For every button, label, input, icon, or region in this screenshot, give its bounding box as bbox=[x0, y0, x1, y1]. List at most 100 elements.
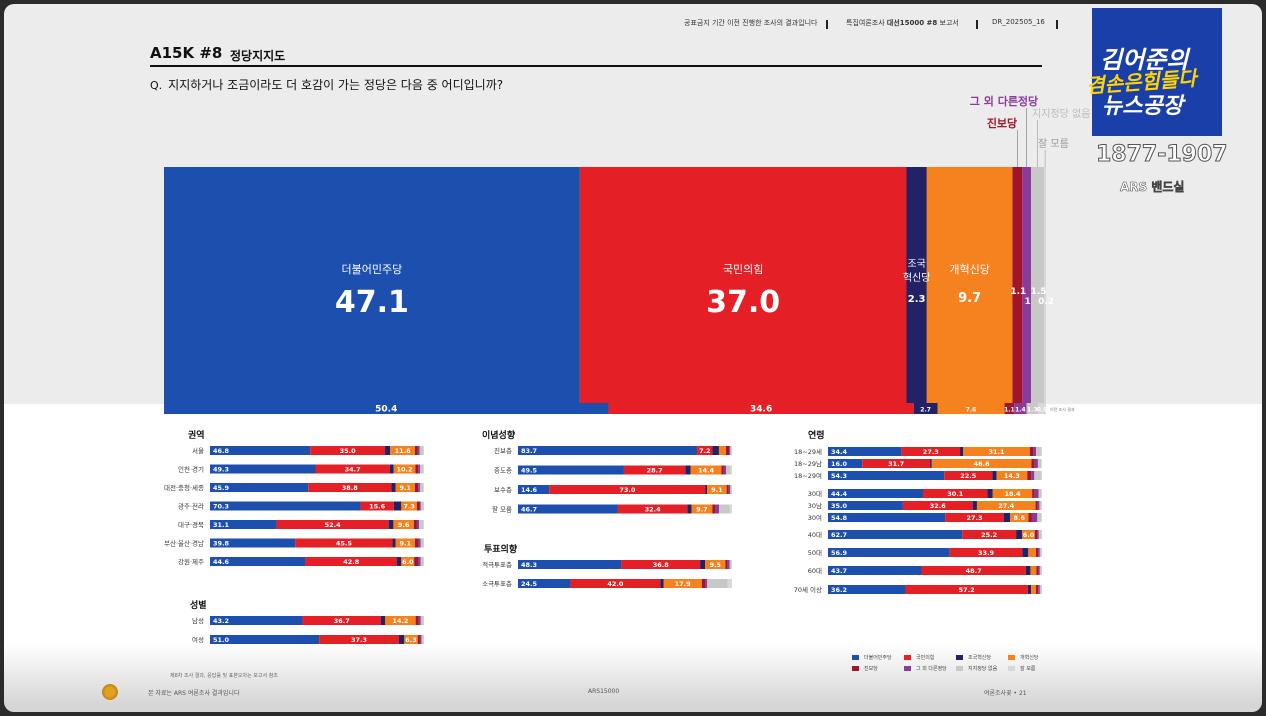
comparison-bar-segment bbox=[1014, 403, 1027, 414]
row-value: 28.7 bbox=[647, 467, 663, 475]
row-label: 광주·전라 bbox=[178, 502, 204, 511]
row-value: 51.0 bbox=[213, 636, 230, 644]
report-name: 대선15000 #8 bbox=[886, 19, 938, 27]
row-value: 9.1 bbox=[711, 486, 723, 494]
row-segment bbox=[707, 579, 728, 588]
row-segment bbox=[705, 560, 726, 569]
row-value: 18.4 bbox=[1004, 490, 1021, 498]
row-segment bbox=[828, 566, 922, 575]
row-label: 18~29여 bbox=[794, 471, 822, 480]
row-value: 22.5 bbox=[960, 472, 977, 480]
row-segment bbox=[392, 538, 396, 548]
row-segment bbox=[276, 520, 389, 529]
row-segment bbox=[721, 465, 724, 475]
row-segment bbox=[360, 501, 394, 511]
row-value: 27.3 bbox=[966, 514, 982, 522]
legend-swatch bbox=[852, 655, 859, 660]
row-segment bbox=[987, 489, 993, 498]
legend-swatch bbox=[956, 666, 963, 671]
row-value: 31.1 bbox=[213, 521, 230, 529]
comparison-note: 이전 조사 결과 bbox=[1050, 406, 1075, 412]
comparison-value: 1.4 bbox=[1015, 407, 1026, 414]
segment-value: 1 bbox=[1024, 297, 1030, 307]
comparison-value: 2.7 bbox=[920, 407, 931, 414]
row-value: 70.3 bbox=[213, 503, 229, 511]
section-title: 이념성향 bbox=[482, 429, 516, 441]
comparison-value: 1.3 bbox=[1027, 407, 1038, 414]
row-segment bbox=[1031, 471, 1035, 480]
row-segment bbox=[1036, 585, 1039, 594]
row-value: 17.9 bbox=[675, 580, 692, 588]
title-divider bbox=[150, 65, 1042, 67]
logo-name: 김어준의 bbox=[1100, 46, 1189, 74]
row-value: 35.0 bbox=[340, 447, 357, 455]
row-segment bbox=[518, 465, 624, 475]
row-segment bbox=[944, 471, 993, 480]
row-label: 남성 bbox=[192, 616, 204, 625]
row-label: 여성 bbox=[192, 635, 204, 644]
row-segment bbox=[385, 446, 391, 455]
row-segment bbox=[945, 513, 1004, 522]
row-segment bbox=[828, 513, 946, 522]
comparison-bar-segment bbox=[1038, 403, 1046, 414]
comparison-value: 1.1 bbox=[1004, 407, 1015, 414]
comparison-bar-segment bbox=[937, 403, 1005, 414]
row-segment bbox=[1041, 459, 1042, 468]
segment-value: 47.1 bbox=[335, 285, 409, 320]
main-bar-segment bbox=[579, 167, 907, 403]
row-segment bbox=[1036, 447, 1041, 456]
row-label: 대전·충청·세종 bbox=[164, 483, 204, 492]
row-segment bbox=[828, 489, 924, 498]
row-value: 24.5 bbox=[521, 580, 538, 588]
segment-name: 개혁신당 bbox=[949, 263, 989, 276]
row-segment bbox=[393, 501, 402, 511]
comparison-bar-segment bbox=[608, 403, 914, 414]
row-segment bbox=[729, 504, 732, 514]
legend-label: 그 외 다른정당 bbox=[916, 666, 947, 672]
row-value: 9.1 bbox=[400, 540, 412, 548]
row-segment bbox=[905, 585, 1028, 594]
row-segment bbox=[700, 560, 706, 569]
row-segment bbox=[518, 579, 571, 588]
row-segment bbox=[972, 501, 977, 510]
row-segment bbox=[828, 447, 902, 456]
row-segment bbox=[1031, 459, 1035, 468]
row-segment bbox=[1039, 548, 1042, 557]
row-value: 15.6 bbox=[369, 503, 386, 511]
row-value: 25.2 bbox=[981, 531, 997, 539]
row-segment bbox=[862, 459, 931, 468]
row-segment bbox=[723, 465, 727, 475]
row-segment bbox=[210, 520, 277, 529]
row-value: 36.2 bbox=[831, 586, 847, 594]
row-segment bbox=[418, 557, 421, 566]
row-segment bbox=[960, 447, 964, 456]
row-segment bbox=[398, 635, 405, 644]
row-segment bbox=[949, 548, 1023, 557]
row-value: 46.8 bbox=[213, 447, 230, 455]
row-segment bbox=[310, 446, 386, 455]
ars-label: ARS 밴드실 bbox=[1120, 180, 1185, 195]
report-header: 공표금지 기간 이전 진행한 조사의 결과입니다 특집여론조사 대선15000 … bbox=[4, 18, 1262, 32]
row-segment bbox=[419, 520, 424, 529]
row-label: 부산·울산·경남 bbox=[164, 539, 204, 548]
document-id: DR_202505_16 bbox=[992, 18, 1045, 26]
row-segment bbox=[421, 635, 424, 644]
section-title: 성별 bbox=[190, 599, 207, 611]
row-value: 9.5 bbox=[709, 561, 721, 569]
row-segment bbox=[210, 616, 303, 625]
row-segment bbox=[1037, 513, 1042, 522]
row-segment bbox=[691, 504, 713, 514]
callout-label: 지지정당 없음 bbox=[1032, 107, 1090, 120]
release-notice: 공표금지 기간 이전 진행한 조사의 결과입니다 bbox=[684, 19, 818, 27]
row-segment bbox=[1027, 585, 1032, 594]
row-segment bbox=[1022, 548, 1029, 557]
row-segment bbox=[921, 566, 1026, 575]
main-bar-segment bbox=[1044, 167, 1046, 403]
main-bar-segment bbox=[1030, 167, 1045, 403]
page-title: 정당지지도 bbox=[230, 49, 286, 63]
row-segment bbox=[660, 579, 664, 588]
row-segment bbox=[712, 504, 716, 514]
section-title: 연령 bbox=[808, 429, 825, 441]
row-segment bbox=[1036, 548, 1039, 557]
row-segment bbox=[419, 501, 421, 511]
